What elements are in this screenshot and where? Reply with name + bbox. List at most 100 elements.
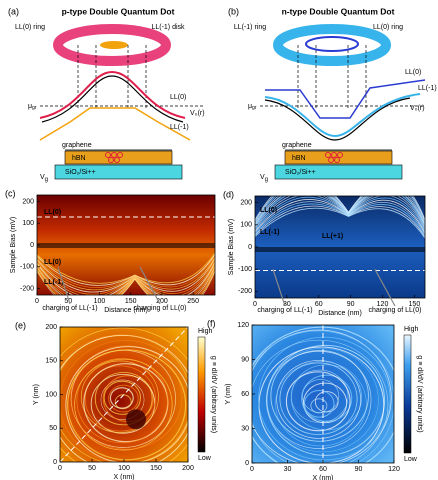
x-tick-label: 150 — [409, 301, 421, 308]
ring-feature — [301, 374, 353, 422]
y-tick-label: 0 — [30, 242, 34, 249]
y-axis-label: Y (nm) — [33, 384, 40, 405]
annotation-arrow — [374, 269, 396, 307]
substrate-label: SiO₂/Si++ — [285, 169, 316, 176]
colorbar-high: High — [404, 326, 419, 333]
x-tick-label: 120 — [388, 466, 400, 473]
substrate-layer — [54, 164, 183, 180]
curve-upper — [39, 70, 186, 119]
panel-label: (e) — [15, 320, 26, 330]
x-tick-label: 0 — [58, 465, 62, 472]
annotation: charging of LL(0) — [134, 305, 187, 312]
plot-image — [255, 196, 425, 298]
dark-band — [37, 243, 215, 248]
dark-core — [126, 409, 146, 430]
ring-feature — [60, 334, 188, 462]
x-tick-label: 30 — [283, 301, 291, 308]
ring-feature — [94, 371, 153, 426]
ring-feature — [80, 360, 159, 433]
colorbar-label: g ≡ dI/dV (arbitrary units) — [210, 356, 217, 433]
potential — [41, 75, 184, 123]
ring-feature — [266, 344, 386, 456]
x-axis-label: X (nm) — [114, 474, 135, 480]
x-tick-label: 150 — [125, 298, 137, 305]
plot-image — [60, 327, 188, 462]
ring-feature — [67, 349, 187, 461]
ring-feature — [70, 345, 183, 450]
ring-feature — [60, 340, 188, 462]
curve-lower — [264, 93, 421, 138]
charge-ring — [328, 157, 334, 163]
x-tick-label: 60 — [315, 301, 323, 308]
x-tick-label: 0 — [35, 298, 39, 305]
outer-ring — [53, 24, 171, 66]
gate-label: Vg — [260, 174, 268, 183]
charge-ring — [105, 152, 111, 158]
y-tick-label: 150 — [45, 358, 57, 365]
potential-label: V₀(r) — [410, 105, 425, 112]
ring-feature — [252, 326, 394, 463]
annotation: LL(-1) — [260, 229, 279, 236]
ring-feature — [258, 336, 391, 461]
gate-subscript: g — [265, 177, 268, 183]
y-tick-label: -100 — [20, 264, 34, 271]
x-tick-label: 0 — [250, 466, 254, 473]
ring-feature — [100, 379, 145, 420]
dark-band — [255, 247, 425, 252]
diagram-title: p-type Double Quantum Dot — [62, 6, 175, 16]
graphene-label: graphene — [282, 142, 312, 149]
x-tick-label: 100 — [94, 298, 106, 305]
gate-symbol: V — [260, 174, 265, 181]
ring-feature — [302, 382, 348, 424]
panel-label: (c) — [5, 188, 16, 198]
colorbar-low: Low — [404, 456, 418, 463]
y-tick-label: -200 — [20, 285, 34, 292]
panel-label: (b) — [228, 6, 239, 16]
y-tick-label: -200 — [238, 288, 252, 295]
curve-upper-label: LL(0) — [170, 94, 186, 101]
y-tick-label: 120 — [237, 322, 249, 329]
substrate-layer — [274, 164, 403, 180]
ring-feature — [60, 327, 188, 462]
ring-outer-label: LL(0) ring — [15, 24, 45, 31]
x-tick-label: 30 — [284, 466, 292, 473]
charge-ring — [117, 152, 123, 158]
x-tick-label: 90 — [347, 301, 355, 308]
ring-feature — [65, 346, 188, 462]
parabola-feature — [255, 196, 425, 221]
substrate-label: SiO₂/Si++ — [65, 169, 96, 176]
x-axis-label: X (nm) — [313, 475, 334, 480]
colorbar — [403, 334, 412, 454]
x-tick-label: 250 — [187, 298, 199, 305]
ring-feature — [252, 330, 394, 463]
x-tick-label: 50 — [64, 298, 72, 305]
curve-upper — [265, 79, 426, 119]
ring-feature — [252, 339, 389, 463]
y-tick-label: 30 — [241, 425, 249, 432]
panel-label: (d) — [223, 189, 234, 199]
annotation: charging of LL(0) — [369, 307, 422, 314]
ring-feature — [60, 334, 188, 462]
y-tick-label: 0 — [248, 244, 252, 251]
annotation: LL(0) — [44, 209, 61, 216]
annotation-arrow — [57, 266, 71, 305]
mu-label: μgr — [248, 103, 257, 111]
ring-feature — [279, 362, 358, 435]
x-tick-label: 0 — [253, 301, 257, 308]
inner-disk — [100, 41, 128, 49]
ring-feature — [252, 329, 392, 463]
diagram-title: n-type Double Quantum Dot — [282, 6, 395, 16]
y-tick-label: 200 — [45, 324, 57, 331]
annotation: LL(0) — [44, 259, 61, 266]
ring-feature — [275, 361, 367, 447]
y-tick-label: 0 — [245, 460, 249, 467]
mu-label: μgr — [28, 103, 37, 111]
curve-lower — [39, 107, 191, 141]
charge-ring — [331, 152, 337, 158]
graphene-label: graphene — [62, 142, 92, 149]
ring-feature — [285, 371, 351, 432]
y-tick-label: 100 — [22, 220, 34, 227]
curve-lower-label: LL(-1) — [170, 124, 189, 131]
mu-symbol: μ — [248, 103, 252, 110]
